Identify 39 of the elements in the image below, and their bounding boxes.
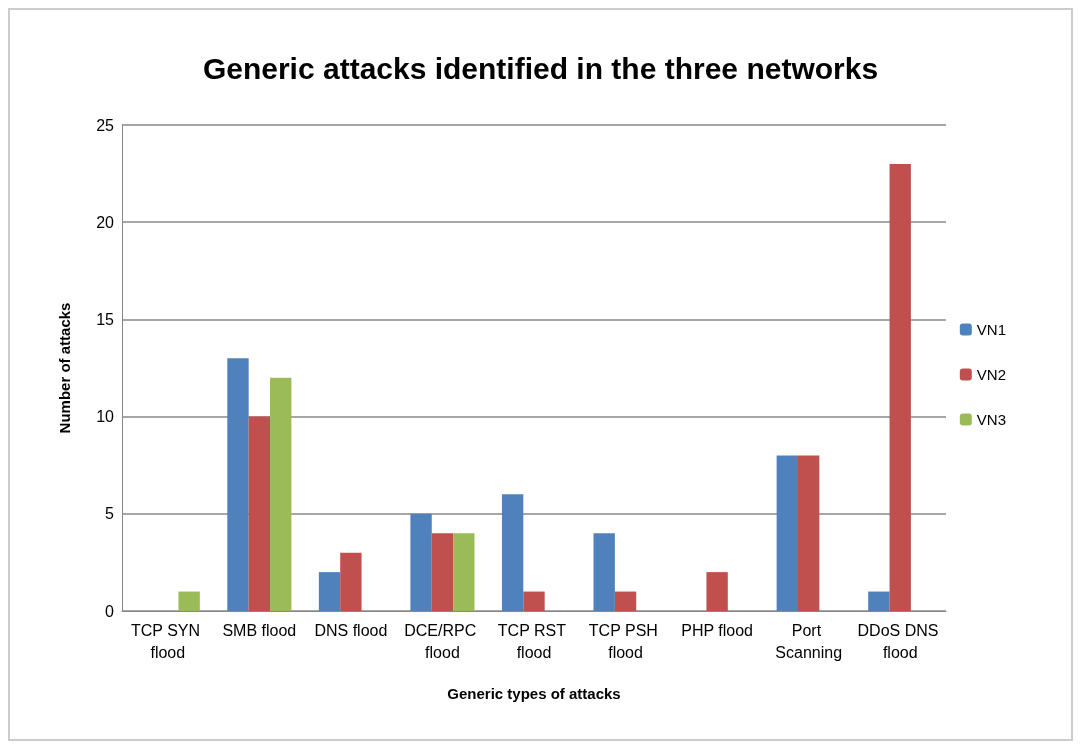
x-tick-label: DNS flood <box>314 621 388 639</box>
bar <box>868 591 890 611</box>
legend-label: VN3 <box>976 411 1007 428</box>
bar <box>776 455 798 611</box>
bar <box>501 494 524 611</box>
x-tick-label: DCE/RPC flood <box>404 621 481 661</box>
y-tick-label: 5 <box>105 505 115 523</box>
bar <box>797 455 820 611</box>
y-tick-label: 10 <box>96 408 115 426</box>
y-tick-label: 20 <box>96 213 115 231</box>
y-tick-label: 0 <box>105 602 115 620</box>
x-tick-label: TCP RST flood <box>497 621 571 661</box>
bar <box>410 513 432 611</box>
x-tick-label: TCP SYN flood <box>131 621 205 661</box>
x-tick-label: Port Scanning <box>775 621 843 661</box>
bar <box>431 533 454 611</box>
x-tick-label: SMB flood <box>222 621 297 639</box>
x-tick-label: DDoS DNS flood <box>857 621 943 661</box>
bar <box>453 533 475 611</box>
bar <box>593 533 615 611</box>
bar <box>340 552 362 611</box>
y-axis-title: Number of attacks <box>56 302 73 434</box>
bar <box>270 377 292 611</box>
bar <box>318 572 341 611</box>
bar <box>706 572 728 611</box>
legend-label: VN2 <box>976 366 1007 383</box>
y-tick-label: 25 <box>96 116 115 134</box>
bar <box>614 591 637 611</box>
x-axis-title: Generic types of attacks <box>447 685 621 702</box>
bar <box>248 416 271 611</box>
bar <box>523 591 545 611</box>
bar <box>178 591 200 611</box>
bar <box>227 358 249 611</box>
legend-label: VN1 <box>976 321 1007 338</box>
y-tick-label: 15 <box>96 310 115 328</box>
bar <box>889 163 911 611</box>
x-tick-label: TCP PSH flood <box>588 621 663 661</box>
x-tick-label: PHP flood <box>681 621 753 639</box>
chart-title: Generic attacks identified in the three networks <box>202 51 879 85</box>
